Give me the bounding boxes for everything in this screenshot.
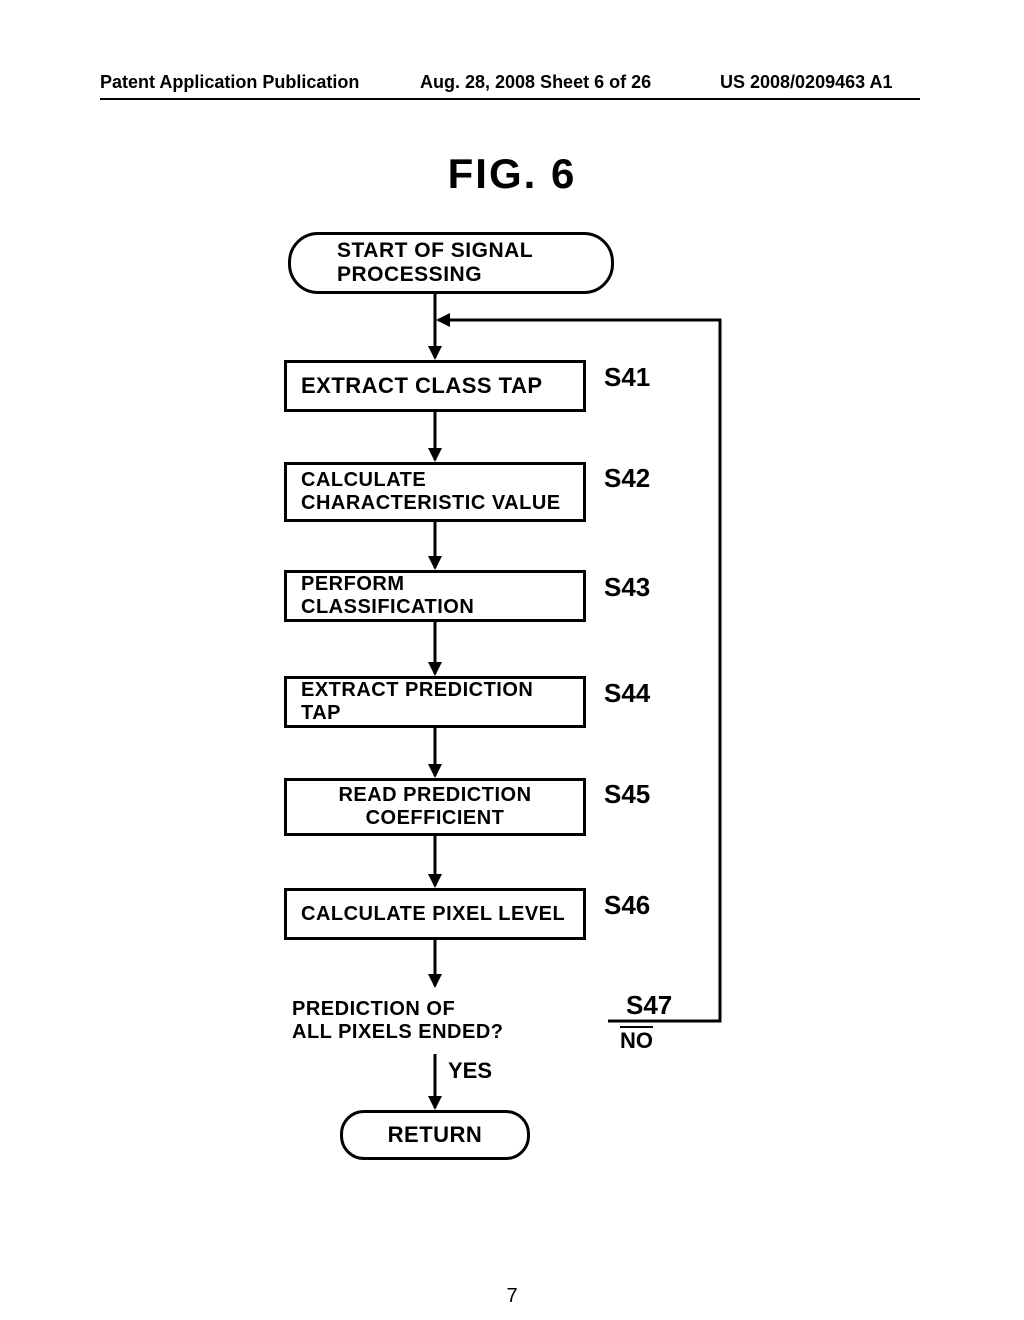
step-label-s46: S46 (604, 890, 650, 921)
flow-node-s42: CALCULATECHARACTERISTIC VALUE (284, 462, 586, 522)
flow-node-start: START OF SIGNALPROCESSING (288, 232, 614, 294)
branch-label-no: NO (620, 1028, 653, 1054)
flow-node-s44: EXTRACT PREDICTION TAP (284, 676, 586, 728)
flowchart: START OF SIGNALPROCESSING EXTRACT CLASS T… (0, 0, 1024, 1320)
flow-node-s45: READ PREDICTIONCOEFFICIENT (284, 778, 586, 836)
page-number: 7 (0, 1285, 1024, 1308)
flow-node-s43: PERFORM CLASSIFICATION (284, 570, 586, 622)
flow-node-s41: EXTRACT CLASS TAP (284, 360, 586, 412)
step-label-s44: S44 (604, 678, 650, 709)
step-label-s47: S47 (626, 990, 672, 1021)
step-label-s45: S45 (604, 779, 650, 810)
flow-node-return: RETURN (340, 1110, 530, 1160)
branch-label-yes: YES (448, 1058, 492, 1084)
step-label-s42: S42 (604, 463, 650, 494)
flow-node-s47: PREDICTION OFALL PIXELS ENDED? (262, 988, 608, 1054)
step-label-s41: S41 (604, 362, 650, 393)
step-label-s43: S43 (604, 572, 650, 603)
flow-node-s46: CALCULATE PIXEL LEVEL (284, 888, 586, 940)
